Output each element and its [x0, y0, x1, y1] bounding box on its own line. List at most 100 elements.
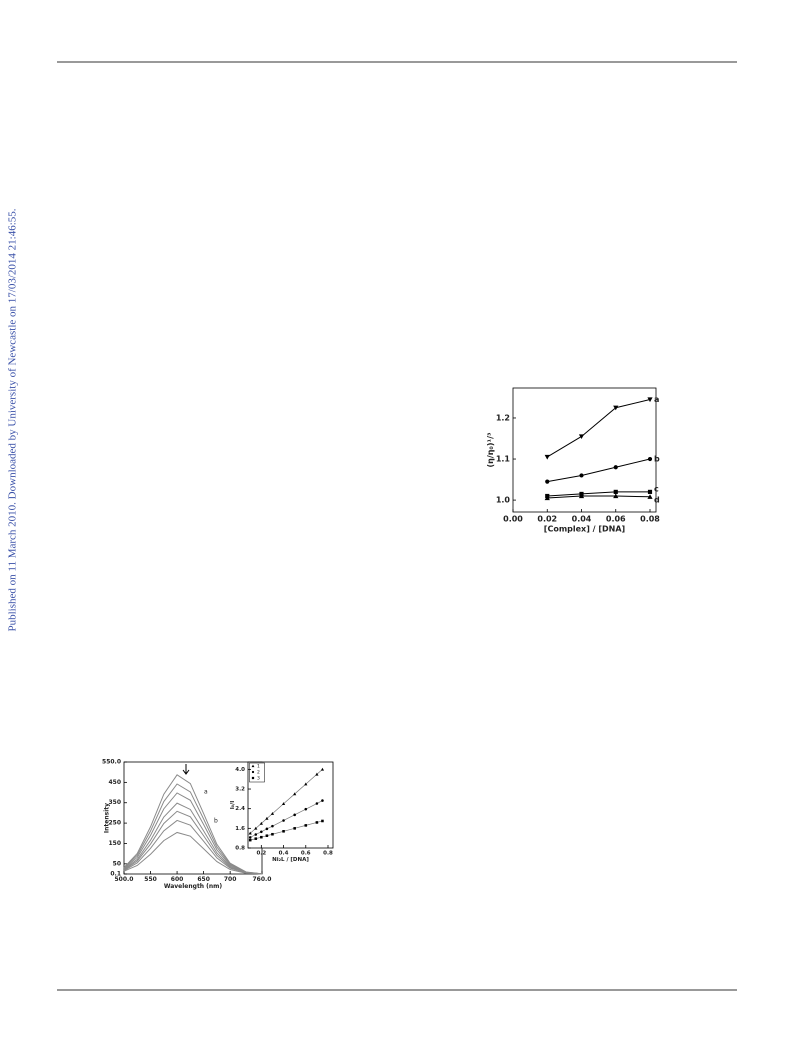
marker: [315, 772, 319, 776]
marker: [647, 489, 653, 494]
marker: [304, 782, 308, 786]
y-tick-label: 0.1: [110, 871, 121, 878]
marker: [281, 802, 286, 806]
download-note: Published on 11 March 2010. Downloaded b…: [7, 208, 19, 631]
series-label: d: [654, 495, 660, 504]
x-tick-label: 0.2: [256, 850, 266, 856]
marker: [613, 493, 619, 499]
y-tick-label: 550.0: [102, 759, 121, 766]
series-label: a: [654, 395, 659, 404]
x-tick-label: 0.04: [572, 515, 592, 524]
marker: [270, 812, 275, 815]
marker: [271, 824, 274, 828]
marker: [544, 495, 550, 501]
plot-frame: [123, 761, 263, 875]
legend-marker: [251, 776, 255, 780]
series-line: [123, 831, 263, 875]
series-label: b: [654, 455, 660, 464]
series-line: [547, 458, 651, 483]
fit-line: [250, 820, 323, 841]
marker: [282, 819, 285, 822]
series-line: [547, 495, 651, 499]
y-tick-label: 1.6: [235, 826, 245, 832]
series-line: [123, 774, 263, 875]
legend-marker: [251, 770, 255, 774]
marker: [544, 454, 550, 460]
marker: [647, 397, 653, 403]
marker: [320, 767, 325, 771]
y-tick-label: 2.4: [235, 806, 245, 812]
marker: [304, 824, 308, 827]
marker: [265, 827, 269, 831]
marker: [282, 830, 285, 833]
marker: [293, 813, 296, 817]
legend-label: 2: [257, 770, 260, 776]
marker: [260, 830, 263, 834]
x-axis-title: Ni₂L / [DNA]: [272, 857, 309, 863]
x-tick-label: 0.4: [279, 850, 289, 856]
plot-frame: [247, 761, 334, 849]
marker: [265, 816, 269, 820]
marker: [271, 832, 274, 836]
marker: [248, 831, 252, 835]
marker: [545, 479, 550, 484]
marker: [321, 799, 324, 802]
marker: [613, 465, 618, 470]
x-tick-label: 0.8: [323, 850, 333, 856]
marker: [578, 434, 585, 440]
y-axis-title: Intensity: [104, 803, 111, 833]
marker: [613, 405, 619, 411]
marker: [248, 836, 252, 839]
y-tick-label: 3.2: [235, 787, 245, 793]
x-tick-label: 550: [144, 876, 157, 883]
y-axis-title: I₀/I: [230, 801, 236, 810]
x-tick-label: 600: [171, 876, 184, 883]
y-tick-label: 450: [108, 779, 121, 786]
arrow-head: [182, 769, 190, 775]
fit-line: [250, 800, 323, 838]
series-label: c: [654, 484, 659, 493]
legend-label: 1: [257, 764, 260, 770]
x-tick-label: 0.02: [537, 515, 557, 524]
series-line: [123, 819, 263, 875]
x-axis-title: [Complex] / [DNA]: [544, 524, 625, 533]
legend-box: [249, 762, 265, 783]
annotation: b: [214, 818, 218, 825]
marker: [578, 493, 585, 499]
marker: [259, 821, 263, 825]
series-line: [123, 792, 263, 875]
x-tick-label: 650: [197, 876, 210, 883]
fit-line: [249, 769, 323, 834]
y-tick-label: 4.0: [235, 767, 245, 773]
series-line: [123, 810, 263, 875]
x-tick-label: 0.6: [301, 850, 311, 856]
y-tick-label: 1.2: [496, 413, 510, 422]
y-tick-label: 0.8: [235, 846, 245, 852]
x-tick-label: 0.08: [640, 515, 660, 524]
marker: [613, 489, 618, 494]
x-tick-label: 0.00: [503, 515, 523, 524]
marker: [647, 494, 653, 499]
marker: [254, 833, 258, 836]
legend-marker: [251, 764, 255, 768]
marker: [647, 456, 653, 462]
marker: [315, 821, 319, 824]
marker: [321, 819, 324, 823]
marker: [265, 834, 269, 837]
series-line: [123, 783, 263, 875]
marker: [254, 837, 258, 840]
x-tick-label: 700: [224, 876, 237, 883]
marker: [248, 838, 252, 842]
marker: [293, 827, 296, 830]
inset-background: [248, 762, 333, 848]
series-line: [546, 399, 651, 458]
y-tick-label: 1.1: [496, 455, 511, 464]
marker: [315, 802, 319, 805]
series-line: [123, 802, 263, 875]
marker: [579, 473, 584, 478]
x-tick-label: 0.06: [606, 515, 626, 524]
y-tick-label: 50: [113, 860, 121, 867]
marker: [293, 792, 297, 796]
y-tick-label: 250: [108, 820, 121, 827]
